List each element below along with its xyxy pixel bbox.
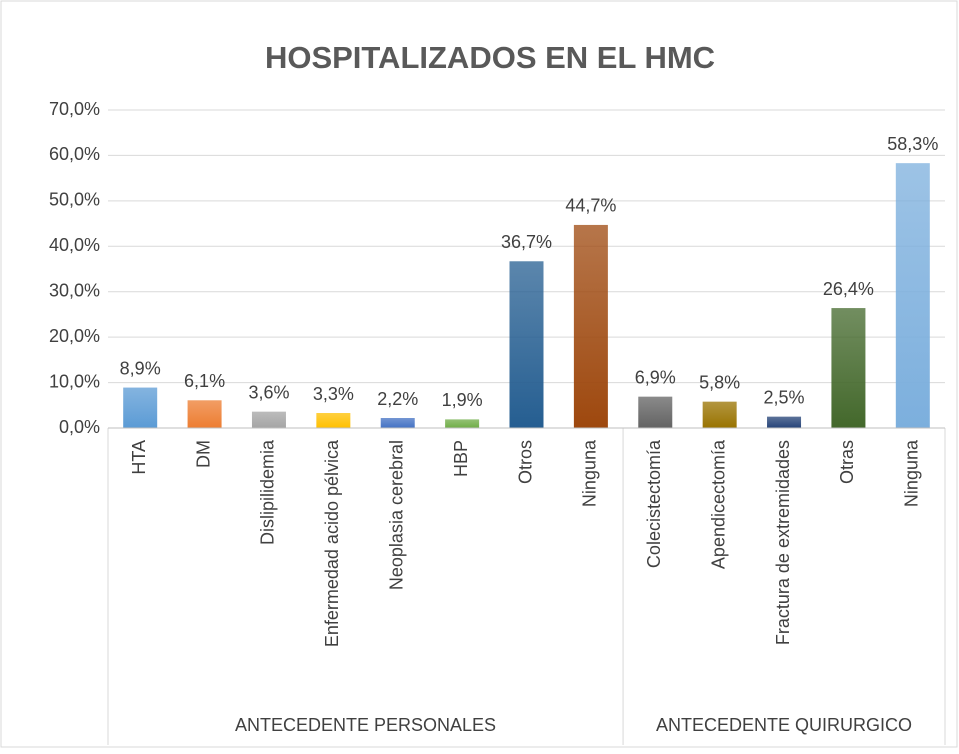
bar xyxy=(702,401,737,428)
x-tick-label: Apendicectomía xyxy=(708,439,728,569)
group-label: ANTECEDENTE QUIRURGICO xyxy=(656,715,912,735)
x-tick-label: Colecistectomía xyxy=(644,439,664,568)
data-label: 58,3% xyxy=(887,134,938,154)
y-tick-label: 0,0% xyxy=(59,417,100,437)
data-label: 2,5% xyxy=(764,387,805,407)
y-tick-label: 70,0% xyxy=(49,99,100,119)
data-label: 2,2% xyxy=(377,389,418,409)
data-label: 3,3% xyxy=(313,384,354,404)
bar xyxy=(316,413,351,428)
x-tick-label: Ninguna xyxy=(580,439,600,507)
x-tick-label: HBP xyxy=(451,440,471,477)
x-tick-label: DM xyxy=(193,440,213,468)
y-tick-label: 30,0% xyxy=(49,280,100,300)
bar xyxy=(638,396,673,428)
x-tick-label: HTA xyxy=(129,440,149,475)
data-label: 6,9% xyxy=(635,367,676,387)
bar xyxy=(509,261,544,428)
bar xyxy=(187,400,222,428)
bar xyxy=(573,224,608,428)
x-tick-label: Enfermedad acido pélvica xyxy=(322,439,342,647)
data-label: 6,1% xyxy=(184,371,225,391)
data-label: 44,7% xyxy=(565,196,616,216)
data-label: 5,8% xyxy=(699,372,740,392)
data-label: 8,9% xyxy=(120,358,161,378)
bar xyxy=(831,308,866,428)
chart-title: HOSPITALIZADOS EN EL HMC xyxy=(265,40,715,75)
y-tick-label: 60,0% xyxy=(49,144,100,164)
data-label: 3,6% xyxy=(248,382,289,402)
y-tick-label: 20,0% xyxy=(49,326,100,346)
y-tick-label: 10,0% xyxy=(49,371,100,391)
x-tick-label: Dislipilidemia xyxy=(258,439,278,545)
x-tick-label: Fractura de extremidades xyxy=(773,440,793,645)
bar xyxy=(895,163,930,428)
bar xyxy=(445,419,480,428)
bar xyxy=(123,387,158,428)
group-label: ANTECEDENTE PERSONALES xyxy=(235,715,496,735)
bar xyxy=(767,416,802,428)
y-tick-label: 50,0% xyxy=(49,190,100,210)
bar xyxy=(380,418,415,428)
data-label: 36,7% xyxy=(501,232,552,252)
x-tick-label: Otros xyxy=(515,440,535,484)
x-tick-label: Ninguna xyxy=(902,439,922,507)
x-tick-label: Neoplasia cerebral xyxy=(386,440,406,590)
data-label: 1,9% xyxy=(442,390,483,410)
y-tick-label: 40,0% xyxy=(49,235,100,255)
bar xyxy=(251,411,286,428)
data-label: 26,4% xyxy=(823,279,874,299)
x-tick-label: Otras xyxy=(837,440,857,484)
